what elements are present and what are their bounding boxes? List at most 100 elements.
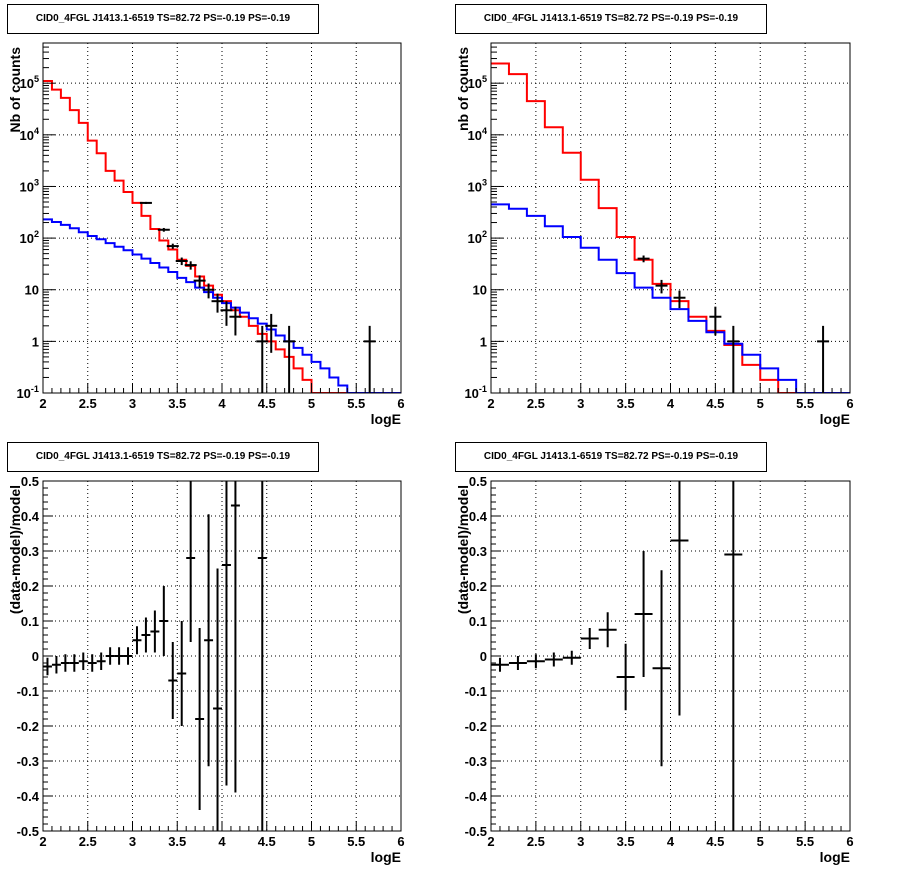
x-tick-label: 3.5 (168, 396, 186, 411)
data-point (157, 227, 170, 232)
data-point (204, 514, 214, 767)
histogram-series-2 (43, 218, 401, 393)
chart-panel-2: 2 2.5 3 3.5 4 4.5 5 5.5 6 10-1 1 10 102 103 104 105 logE… (455, 42, 854, 427)
x-tick-label: 2.5 (527, 396, 545, 411)
y-tick-label: 1 (32, 334, 39, 349)
data-point (43, 657, 52, 676)
data-point (87, 654, 97, 672)
data-point (159, 586, 169, 656)
data-point (166, 243, 179, 249)
data-point (616, 643, 635, 711)
data-point (184, 261, 197, 270)
y-tick-label: -0.4 (17, 789, 40, 804)
x-tick-label: 2.5 (527, 834, 545, 849)
y-tick-label: 10 (473, 283, 487, 298)
x-axis-label: logE (820, 849, 850, 865)
chart-panel-1: 2 2.5 3 3.5 4 4.5 5 5.5 6 10-1 1 10 102 103 104 105 logE… (7, 42, 405, 427)
x-tick-label: 5 (308, 834, 315, 849)
y-tick-label: 0.4 (21, 509, 40, 524)
data-point (817, 325, 830, 393)
y-tick-label: 105 (19, 74, 39, 91)
y-tick-label: -0.5 (465, 824, 487, 839)
x-axis-label: logE (820, 411, 850, 427)
y-axis-label: (data-model)/model (7, 485, 23, 614)
data-point (673, 290, 686, 309)
data-point (132, 626, 142, 655)
data-point (655, 279, 668, 294)
y-tick-label: 0.2 (21, 579, 39, 594)
y-tick-label: -0.4 (465, 789, 488, 804)
data-point (257, 481, 267, 831)
x-tick-label: 2.5 (79, 834, 97, 849)
y-tick-label: 0 (32, 649, 39, 664)
data-point (709, 306, 722, 336)
data-point (265, 313, 278, 353)
chart-panel-4: 2 2.5 3 3.5 4 4.5 5 5.5 6 -0.5 -0.4 -0.3 -0.2 -0.1 0 0.… (455, 474, 854, 865)
data-point (283, 325, 296, 393)
y-tick-label: 0.3 (469, 544, 487, 559)
data-point (141, 617, 151, 653)
x-tick-label: 2 (487, 396, 494, 411)
plot-area (43, 80, 401, 393)
data-point (670, 481, 689, 716)
data-point (168, 642, 178, 719)
data-point (229, 306, 242, 336)
y-tick-label: 0.2 (469, 579, 487, 594)
x-tick-label: 3 (577, 396, 584, 411)
x-tick-label: 6 (397, 396, 404, 411)
data-point (727, 325, 740, 393)
chart-panel-3: 2 2.5 3 3.5 4 4.5 5 5.5 6 -0.5 -0.4 -0.3 -0.2 -0.1 0 0.… (7, 474, 405, 865)
data-point (139, 201, 152, 204)
data-point (193, 275, 206, 288)
data-point (256, 325, 269, 393)
x-tick-label: 4 (667, 834, 675, 849)
x-tick-label: 3.5 (617, 396, 635, 411)
x-tick-label: 4 (218, 396, 226, 411)
y-axis-label: nb of counts (455, 47, 471, 131)
x-tick-label: 6 (846, 396, 853, 411)
x-tick-label: 5.5 (796, 834, 814, 849)
x-axis-label: logE (371, 411, 401, 427)
x-tick-label: 3 (129, 396, 136, 411)
x-tick-label: 5 (757, 834, 764, 849)
data-point (220, 301, 233, 326)
y-tick-label: 10-1 (16, 384, 39, 401)
data-point (363, 325, 376, 393)
y-tick-label: -0.2 (465, 719, 487, 734)
data-point (213, 568, 222, 831)
y-axis-label: Nb of counts (7, 47, 23, 133)
data-point (491, 657, 509, 672)
x-tick-label: 6 (397, 834, 404, 849)
y-tick-label: -0.1 (465, 684, 487, 699)
pad-title-top-right: CID0_4FGL J1413.1-6519 TS=82.72 PS=-0.19… (455, 4, 767, 34)
y-tick-label: 103 (467, 177, 487, 194)
data-point (114, 647, 124, 665)
y-tick-label: 102 (467, 229, 487, 246)
x-tick-label: 3.5 (168, 834, 186, 849)
data-point (51, 656, 61, 674)
data-point (177, 621, 187, 726)
data-point (69, 654, 79, 672)
data-point (150, 610, 160, 653)
y-tick-label: 104 (19, 126, 39, 143)
plot-area (491, 481, 743, 831)
y-tick-label: 0.4 (469, 509, 488, 524)
y-tick-label: -0.3 (465, 754, 487, 769)
y-tick-label: 0.1 (21, 614, 39, 629)
y-tick-label: 1 (480, 334, 487, 349)
data-point (222, 481, 231, 786)
data-point (562, 650, 581, 665)
y-tick-label: -0.1 (17, 684, 39, 699)
y-tick-label: 0.5 (21, 474, 39, 489)
data-point (60, 654, 70, 672)
histogram-series-2 (491, 203, 850, 393)
x-tick-label: 4 (218, 834, 226, 849)
x-tick-label: 5 (757, 396, 764, 411)
data-point (78, 652, 88, 670)
histogram-series-1 (43, 80, 401, 393)
x-tick-label: 2 (39, 834, 46, 849)
y-tick-label: 103 (19, 177, 39, 194)
y-axis-label: (data-model)/model (455, 485, 471, 614)
x-tick-label: 3.5 (617, 834, 635, 849)
